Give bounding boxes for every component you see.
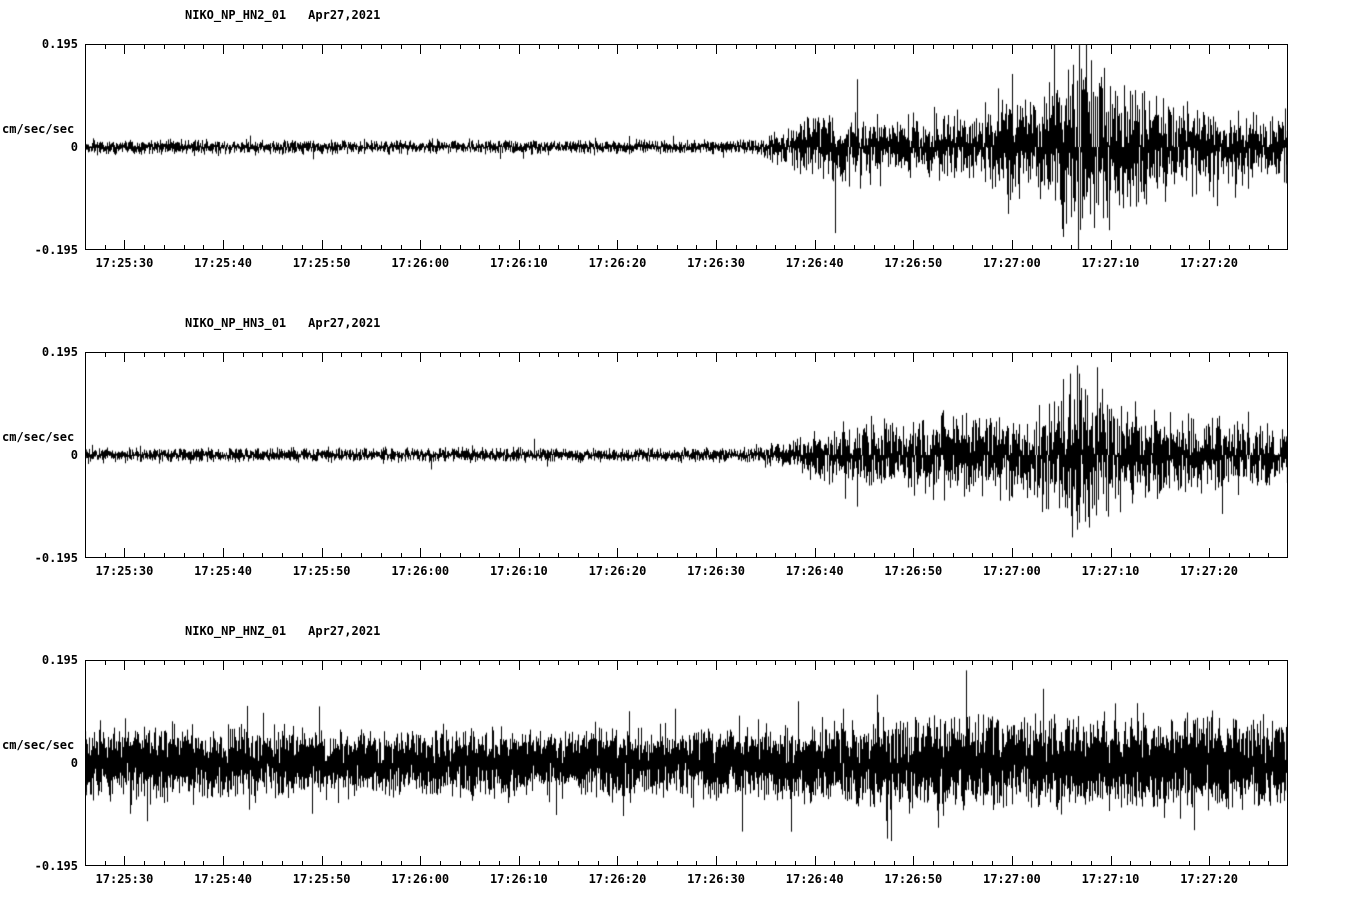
x-tick-label: 17:26:10	[489, 564, 548, 578]
x-tick-label: 17:26:20	[588, 872, 647, 886]
y-tick-label-zero: 0	[70, 756, 78, 770]
x-tick-label: 17:26:00	[391, 256, 450, 270]
x-tick-label: 17:27:10	[1081, 872, 1140, 886]
x-tick-label: 17:27:00	[982, 872, 1041, 886]
x-tick-label: 17:27:00	[982, 256, 1041, 270]
x-tick-label: 17:26:50	[884, 564, 943, 578]
y-tick-label-min: -0.195	[34, 243, 78, 257]
y-tick-label-max: 0.195	[41, 345, 78, 359]
x-tick-label: 17:26:50	[884, 872, 943, 886]
x-tick-label: 17:25:40	[194, 872, 252, 886]
waveform-trace	[85, 660, 1288, 866]
x-tick-label: 17:25:50	[292, 256, 351, 270]
x-tick-label: 17:25:40	[194, 256, 252, 270]
panel-title: NIKO_NP_HN3_01 Apr27,2021	[185, 316, 380, 330]
x-tick-label: 17:26:10	[489, 256, 548, 270]
x-tick-label: 17:26:00	[391, 872, 450, 886]
plot-axes	[85, 44, 1288, 250]
x-tick-label: 17:26:50	[884, 256, 943, 270]
y-tick-label-max: 0.195	[41, 653, 78, 667]
x-axis-labels: 17:25:30 17:25:40 17:25:50 17:26:00 17:26:10…	[0, 256, 1358, 272]
x-tick-label: 17:25:50	[292, 564, 351, 578]
x-axis-labels: 17:25:30 17:25:40 17:25:50 17:26:00 17:26:10…	[0, 872, 1358, 888]
x-tick-label: 17:25:50	[292, 872, 351, 886]
station-label: NIKO_NP_HN3_01	[185, 316, 287, 330]
x-tick-label: 17:26:40	[785, 872, 844, 886]
x-tick-label: 17:26:10	[489, 872, 548, 886]
seismogram-panel-hn2: NIKO_NP_HN2_01 Apr27,2021 0.195 cm/sec/se…	[0, 0, 1358, 308]
y-axis-unit-label: cm/sec/sec	[2, 430, 75, 444]
x-tick-label: 17:26:30	[687, 872, 745, 886]
y-tick-label-max: 0.195	[41, 37, 78, 51]
x-tick-label: 17:26:30	[687, 564, 745, 578]
x-tick-label: 17:26:20	[588, 564, 647, 578]
date-label: Apr27,2021	[308, 8, 381, 22]
panel-title: NIKO_NP_HNZ_01 Apr27,2021	[185, 624, 380, 638]
x-tick-label: 17:25:30	[95, 872, 154, 886]
date-label: Apr27,2021	[308, 624, 381, 638]
seismogram-panel-hn3: NIKO_NP_HN3_01 Apr27,2021 0.195 cm/sec/se…	[0, 308, 1358, 616]
y-tick-label-min: -0.195	[34, 551, 78, 565]
x-tick-label: 17:27:20	[1180, 256, 1238, 270]
x-tick-label: 17:27:10	[1081, 256, 1140, 270]
x-tick-label: 17:26:00	[391, 564, 450, 578]
seismogram-panel-hnz: NIKO_NP_HNZ_01 Apr27,2021 0.195 cm/sec/se…	[0, 616, 1358, 924]
x-tick-label: 17:26:30	[687, 256, 745, 270]
date-label: Apr27,2021	[308, 316, 381, 330]
waveform-trace	[85, 44, 1288, 250]
x-tick-label: 17:27:10	[1081, 564, 1140, 578]
x-tick-label: 17:25:40	[194, 564, 252, 578]
x-tick-label: 17:26:40	[785, 256, 844, 270]
y-tick-label-min: -0.195	[34, 859, 78, 873]
station-label: NIKO_NP_HN2_01	[185, 8, 287, 22]
y-axis-unit-label: cm/sec/sec	[2, 738, 75, 752]
x-tick-label: 17:26:20	[588, 256, 647, 270]
station-label: NIKO_NP_HNZ_01	[185, 624, 287, 638]
y-axis-unit-label: cm/sec/sec	[2, 122, 75, 136]
x-tick-label: 17:25:30	[95, 564, 154, 578]
plot-axes	[85, 352, 1288, 558]
x-tick-label: 17:27:20	[1180, 564, 1238, 578]
x-axis-labels: 17:25:30 17:25:40 17:25:50 17:26:00 17:26:10…	[0, 564, 1358, 580]
y-tick-label-zero: 0	[70, 140, 78, 154]
waveform-trace	[85, 352, 1288, 558]
x-tick-label: 17:26:40	[785, 564, 844, 578]
plot-axes	[85, 660, 1288, 866]
x-tick-label: 17:27:20	[1180, 872, 1238, 886]
x-tick-label: 17:25:30	[95, 256, 154, 270]
panel-title: NIKO_NP_HN2_01 Apr27,2021	[185, 8, 380, 22]
x-tick-label: 17:27:00	[982, 564, 1041, 578]
y-tick-label-zero: 0	[70, 448, 78, 462]
